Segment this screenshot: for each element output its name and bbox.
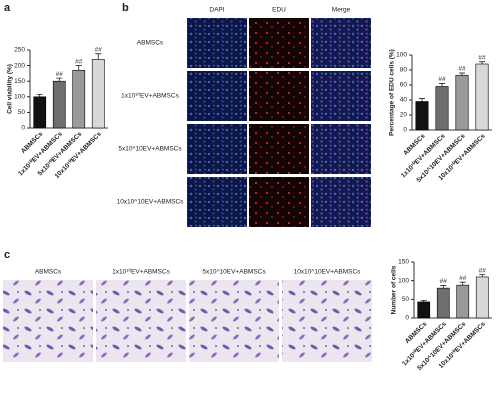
y-tick-label: 100 [396, 52, 407, 59]
y-tick-label: 80 [400, 67, 408, 74]
micrograph [282, 280, 372, 362]
micrograph [311, 177, 371, 227]
micrograph [249, 18, 309, 68]
significance: ## [479, 267, 487, 274]
column-header: Merge [332, 7, 351, 14]
image-label: 5x10^10EV+ABMSCs [202, 269, 266, 276]
y-tick-label: 100 [14, 94, 25, 101]
error-bar [36, 93, 43, 97]
bar [436, 287, 450, 319]
error-bar [439, 83, 445, 87]
bar [52, 80, 66, 129]
micrograph [96, 280, 186, 362]
error-bar [56, 77, 63, 82]
y-axis-label: Number of cells [391, 265, 398, 314]
significance: ## [75, 58, 83, 65]
bar [435, 86, 449, 131]
panel-letter: a [4, 2, 11, 14]
microscopy-panels [3, 18, 372, 362]
significance: ## [56, 71, 64, 78]
error-bar [459, 281, 466, 286]
y-tick-label: 50 [402, 296, 410, 303]
significance: ## [459, 275, 467, 282]
image-label: 10x10^10EV+ABMSCs [294, 269, 362, 276]
y-tick-label: 150 [14, 78, 25, 85]
y-tick-label: 60 [400, 82, 408, 89]
significance: ## [438, 76, 446, 83]
y-tick-label: 40 [400, 97, 408, 104]
panel-letter: b [122, 2, 129, 14]
micrograph [311, 124, 371, 174]
micrograph [311, 18, 371, 68]
row-label: 5x10^10EV+ABMSCs [118, 146, 182, 153]
y-tick-label: 100 [398, 277, 409, 284]
error-bar [420, 300, 427, 302]
y-tick-label: 200 [14, 62, 25, 69]
y-tick-label: 0 [405, 315, 409, 322]
micrograph [187, 124, 247, 174]
error-bar [95, 53, 102, 60]
micrograph [189, 280, 279, 362]
micrograph [187, 177, 247, 227]
significance: ## [478, 54, 486, 61]
y-tick-label: 0 [403, 127, 407, 134]
bar [456, 284, 470, 319]
y-axis-label: Cell viability (%) [7, 64, 14, 114]
micrograph [249, 124, 309, 174]
error-bar [75, 65, 82, 71]
y-tick-label: 250 [14, 47, 25, 54]
image-label: ABMSCs [35, 269, 62, 276]
micrograph [3, 280, 93, 362]
y-tick-label: 150 [398, 259, 409, 266]
bar [33, 96, 47, 129]
bar [455, 74, 469, 131]
significance: ## [458, 66, 466, 73]
bar [417, 301, 431, 319]
y-axis-label: Percentage of EDU cells (%) [389, 49, 396, 136]
significance: ## [95, 46, 103, 53]
y-tick-label: 0 [21, 125, 25, 132]
micrograph [311, 71, 371, 121]
micrograph [249, 71, 309, 121]
error-bar [479, 274, 486, 277]
significance: ## [440, 278, 448, 285]
micrograph [187, 71, 247, 121]
column-header: EDU [272, 7, 286, 14]
micrograph [187, 18, 247, 68]
row-label: 10x10^10EV+ABMSCs [117, 199, 185, 206]
row-label: ABMSCs [137, 40, 164, 47]
bar [475, 276, 489, 319]
error-bar [479, 61, 485, 64]
error-bar [440, 285, 447, 289]
bar [72, 69, 86, 129]
y-tick-label: 20 [400, 112, 408, 119]
bar [91, 59, 105, 129]
error-bar [419, 98, 425, 102]
row-label: 1x10¹⁰EV+ABMSCs [121, 92, 179, 100]
micrograph [249, 177, 309, 227]
bar [415, 101, 429, 131]
error-bar [459, 72, 465, 76]
image-label: 1x10¹⁰EV+ABMSCs [112, 268, 170, 276]
bar [475, 63, 489, 131]
column-header: DAPI [209, 7, 224, 14]
y-tick-label: 50 [18, 109, 26, 116]
panel-letter: c [4, 249, 10, 261]
